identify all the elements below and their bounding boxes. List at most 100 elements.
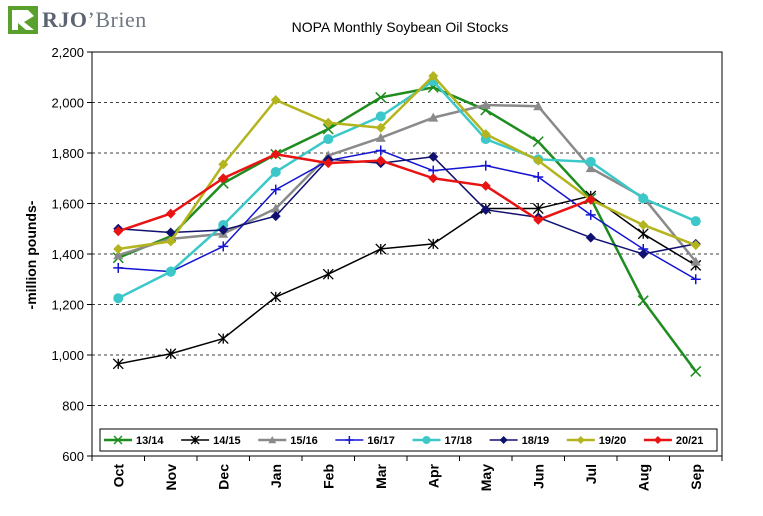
rjo-brien-logo-icon bbox=[8, 6, 38, 34]
data-point bbox=[638, 219, 649, 230]
y-tick-label: 600 bbox=[62, 449, 84, 464]
data-point bbox=[375, 122, 386, 133]
data-point bbox=[270, 211, 281, 222]
data-point bbox=[428, 112, 439, 122]
brand-logo: RJO’Brien bbox=[8, 6, 147, 34]
data-point bbox=[375, 111, 386, 122]
y-tick-label: 1,400 bbox=[51, 247, 84, 262]
data-point bbox=[113, 243, 124, 254]
y-tick-label: 1,800 bbox=[51, 146, 84, 161]
chart-legend: 13/14 14/15 15/16 16/17 17/18 18/19 19/20 20/21 bbox=[99, 428, 718, 452]
y-tick-label: 2,200 bbox=[51, 45, 84, 60]
data-point bbox=[690, 240, 701, 251]
legend-item: 17/18 bbox=[412, 435, 473, 447]
data-point bbox=[112, 358, 124, 370]
y-tick-label: 1,200 bbox=[51, 298, 84, 313]
series-15-16 bbox=[113, 100, 701, 266]
data-point bbox=[113, 226, 124, 237]
data-point bbox=[585, 194, 596, 205]
x-tick-label: Jul bbox=[583, 464, 599, 484]
legend-marker bbox=[268, 436, 277, 444]
data-point bbox=[165, 348, 177, 360]
x-tick-label: Oct bbox=[110, 464, 126, 488]
legend-marker bbox=[422, 436, 431, 444]
data-point bbox=[690, 365, 702, 377]
data-point bbox=[217, 333, 229, 345]
data-point bbox=[165, 227, 176, 238]
data-point bbox=[427, 238, 439, 250]
data-point bbox=[270, 291, 282, 303]
data-point bbox=[533, 101, 544, 111]
y-axis-ticks: 600 800 1,000 1,200 1,400 1,600 1,800 2,000 2,20… bbox=[51, 45, 92, 464]
data-point bbox=[322, 268, 334, 280]
data-point bbox=[585, 232, 596, 243]
series-line bbox=[118, 156, 696, 255]
data-point bbox=[533, 171, 544, 182]
data-point bbox=[113, 262, 124, 273]
data-point bbox=[323, 117, 334, 128]
x-tick-label: Nov bbox=[163, 464, 179, 491]
x-tick-label: Mar bbox=[373, 463, 389, 488]
data-point bbox=[375, 132, 386, 142]
data-point bbox=[690, 274, 701, 285]
data-point bbox=[322, 123, 334, 135]
data-point bbox=[218, 241, 229, 252]
data-point bbox=[323, 158, 334, 169]
legend-item: 16/17 bbox=[335, 435, 395, 447]
data-point bbox=[480, 100, 491, 110]
data-point bbox=[480, 129, 491, 140]
legend-box bbox=[99, 428, 718, 452]
x-tick-label: Apr bbox=[425, 463, 441, 488]
legend-item: 15/16 bbox=[258, 435, 318, 447]
legend-label: 14/15 bbox=[213, 435, 241, 447]
legend-marker bbox=[576, 436, 585, 444]
data-point bbox=[428, 173, 439, 184]
data-point bbox=[165, 236, 176, 247]
data-point bbox=[375, 145, 386, 156]
legend-label: 15/16 bbox=[290, 435, 318, 447]
series-17-18 bbox=[113, 76, 701, 304]
legend-item: 19/20 bbox=[566, 435, 626, 447]
legend-label: 17/18 bbox=[445, 435, 473, 447]
data-point bbox=[637, 295, 649, 307]
legend-marker bbox=[499, 436, 508, 444]
gridlines bbox=[92, 102, 722, 406]
data-point bbox=[585, 156, 596, 167]
data-point bbox=[375, 155, 386, 166]
legend-marker bbox=[653, 436, 662, 444]
legend-marker bbox=[345, 436, 354, 444]
data-point bbox=[165, 266, 176, 277]
legend-item: 13/14 bbox=[104, 435, 164, 447]
y-tick-label: 1,000 bbox=[51, 348, 84, 363]
data-point bbox=[480, 204, 491, 215]
x-tick-label: Dec bbox=[215, 464, 231, 490]
legend-marker bbox=[113, 435, 123, 445]
data-point bbox=[375, 243, 387, 255]
data-point bbox=[428, 70, 439, 81]
legend-item: 20/21 bbox=[643, 435, 703, 447]
legend-label: 18/19 bbox=[522, 435, 550, 447]
chart-title: NOPA Monthly Soybean Oil Stocks bbox=[292, 19, 509, 35]
legend-label: 16/17 bbox=[367, 435, 395, 447]
data-point bbox=[533, 155, 544, 166]
x-tick-label: Feb bbox=[320, 464, 336, 489]
data-point bbox=[428, 151, 439, 162]
series-line bbox=[118, 74, 697, 251]
data-point bbox=[270, 166, 281, 177]
series-layer bbox=[112, 70, 702, 377]
data-point bbox=[690, 256, 701, 266]
series-line bbox=[117, 153, 592, 233]
x-tick-label: Aug bbox=[635, 464, 651, 491]
x-tick-label: May bbox=[478, 464, 494, 491]
y-axis-label: -million pounds- bbox=[23, 200, 39, 309]
data-point bbox=[218, 219, 229, 230]
data-point bbox=[270, 149, 281, 160]
legend-label: 13/14 bbox=[136, 435, 164, 447]
data-point bbox=[480, 180, 491, 191]
data-point bbox=[480, 160, 491, 171]
x-tick-label: Jan bbox=[268, 464, 284, 488]
y-tick-label: 2,000 bbox=[51, 96, 84, 111]
data-point bbox=[585, 163, 596, 173]
data-point bbox=[533, 214, 544, 225]
